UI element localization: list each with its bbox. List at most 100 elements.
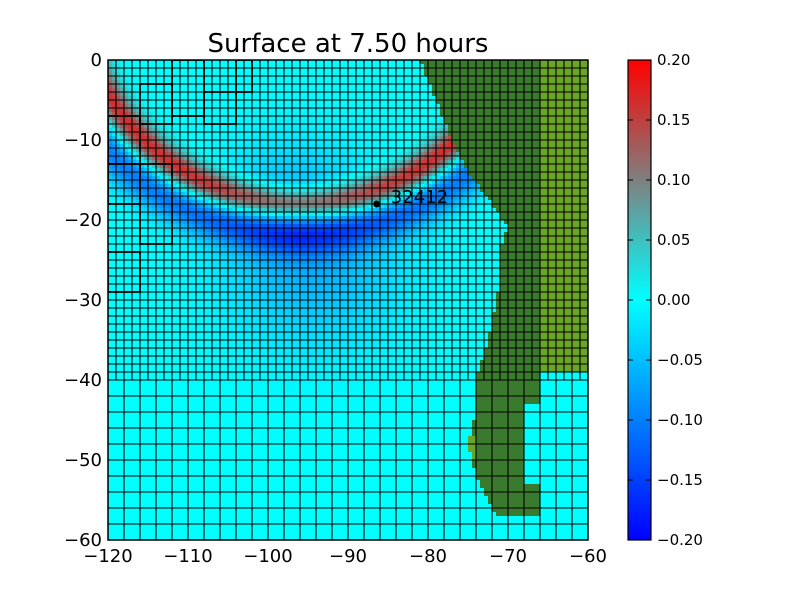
heatmap-cell xyxy=(132,144,137,149)
heatmap-cell xyxy=(120,220,125,225)
heatmap-cell xyxy=(236,280,241,285)
heatmap-cell xyxy=(264,108,269,113)
heatmap-cell xyxy=(188,396,193,401)
heatmap-cell xyxy=(220,472,225,477)
heatmap-cell xyxy=(164,388,169,393)
heatmap-cell xyxy=(200,88,205,93)
heatmap-cell xyxy=(272,132,277,137)
heatmap-cell xyxy=(108,276,113,281)
heatmap-cell xyxy=(224,116,229,121)
heatmap-cell xyxy=(240,280,245,285)
heatmap-cell xyxy=(268,308,273,313)
heatmap-cell xyxy=(220,480,225,485)
heatmap-cell xyxy=(248,460,253,465)
heatmap-cell xyxy=(244,136,249,141)
heatmap-cell xyxy=(232,488,237,493)
heatmap-cell xyxy=(248,140,253,145)
heatmap-cell xyxy=(120,432,125,437)
heatmap-cell xyxy=(164,148,169,153)
heatmap-cell xyxy=(196,424,201,429)
heatmap-cell xyxy=(152,200,157,205)
heatmap-cell xyxy=(172,340,177,345)
heatmap-cell xyxy=(148,100,153,105)
heatmap-cell xyxy=(152,212,157,217)
heatmap-cell xyxy=(212,440,217,445)
heatmap-cell xyxy=(260,120,265,125)
heatmap-cell xyxy=(132,428,137,433)
heatmap-cell xyxy=(256,264,261,269)
heatmap-cell xyxy=(220,408,225,413)
heatmap-cell xyxy=(264,248,269,253)
heatmap-cell xyxy=(124,172,129,177)
heatmap-cell xyxy=(212,336,217,341)
heatmap-cell xyxy=(148,92,153,97)
heatmap-cell xyxy=(116,244,121,249)
heatmap-cell xyxy=(240,368,245,373)
heatmap-cell xyxy=(180,308,185,313)
heatmap-cell xyxy=(136,312,141,317)
heatmap-cell xyxy=(144,172,149,177)
heatmap-cell xyxy=(120,256,125,261)
heatmap-cell xyxy=(260,124,265,129)
heatmap-cell xyxy=(144,516,149,521)
heatmap-cell xyxy=(152,272,157,277)
heatmap-cell xyxy=(248,444,253,449)
heatmap-cell xyxy=(180,444,185,449)
heatmap-cell xyxy=(228,108,233,113)
heatmap-cell xyxy=(200,60,205,65)
heatmap-cell xyxy=(168,468,173,473)
heatmap-cell xyxy=(272,196,277,201)
heatmap-cell xyxy=(148,132,153,137)
heatmap-cell xyxy=(244,60,249,65)
heatmap-cell xyxy=(120,212,125,217)
heatmap-cell xyxy=(252,416,257,421)
heatmap-cell xyxy=(204,244,209,249)
heatmap-cell xyxy=(232,372,237,377)
heatmap-cell xyxy=(184,364,189,369)
heatmap-cell xyxy=(264,512,269,517)
heatmap-cell xyxy=(268,104,273,109)
heatmap-cell xyxy=(184,232,189,237)
heatmap-cell xyxy=(132,520,137,525)
heatmap-cell xyxy=(148,68,153,73)
heatmap-cell xyxy=(144,68,149,73)
heatmap-cell xyxy=(188,492,193,497)
heatmap-cell xyxy=(112,420,117,425)
heatmap-cell xyxy=(232,452,237,457)
heatmap-cell xyxy=(128,256,133,261)
heatmap-cell xyxy=(132,500,137,505)
heatmap-cell xyxy=(116,180,121,185)
heatmap-cell xyxy=(128,324,133,329)
heatmap-cell xyxy=(200,96,205,101)
heatmap-cell xyxy=(112,480,117,485)
heatmap-cell xyxy=(244,460,249,465)
heatmap-cell xyxy=(244,328,249,333)
heatmap-cell xyxy=(140,280,145,285)
heatmap-cell xyxy=(196,464,201,469)
heatmap-cell xyxy=(208,364,213,369)
heatmap-cell xyxy=(132,224,137,229)
heatmap-cell xyxy=(160,132,165,137)
heatmap-cell xyxy=(144,480,149,485)
heatmap-cell xyxy=(128,116,133,121)
heatmap-cell xyxy=(252,168,257,173)
heatmap-cell xyxy=(220,284,225,289)
heatmap-cell xyxy=(212,368,217,373)
heatmap-cell xyxy=(248,164,253,169)
heatmap-cell xyxy=(216,232,221,237)
heatmap-cell xyxy=(124,60,129,65)
heatmap-cell xyxy=(248,72,253,77)
heatmap-cell xyxy=(240,168,245,173)
heatmap-cell xyxy=(152,256,157,261)
heatmap-cell xyxy=(176,140,181,145)
heatmap-cell xyxy=(160,440,165,445)
heatmap-cell xyxy=(164,412,169,417)
heatmap-cell xyxy=(252,332,257,337)
heatmap-cell xyxy=(212,372,217,377)
heatmap-cell xyxy=(228,424,233,429)
heatmap-cell xyxy=(116,144,121,149)
heatmap-cell xyxy=(112,256,117,261)
heatmap-cell xyxy=(244,164,249,169)
heatmap-cell xyxy=(156,436,161,441)
heatmap-cell xyxy=(240,500,245,505)
